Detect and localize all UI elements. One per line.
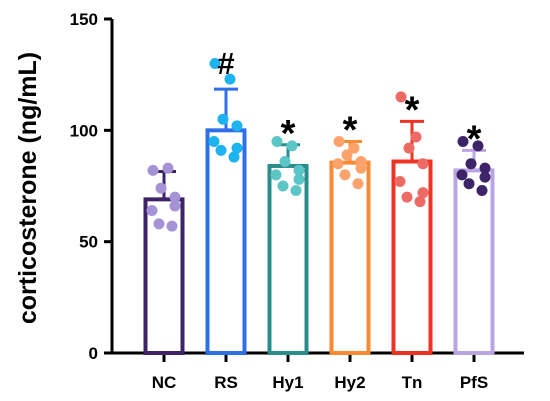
data-point-pfs xyxy=(472,140,484,152)
data-point-nc xyxy=(162,162,174,174)
data-point-hy2 xyxy=(352,178,364,190)
data-point-tn xyxy=(403,142,415,154)
data-point-hy2 xyxy=(333,135,345,147)
y-tick-label: 150 xyxy=(70,10,98,29)
data-point-tn xyxy=(401,191,413,203)
data-point-hy1 xyxy=(286,140,298,152)
data-point-nc xyxy=(169,200,181,212)
data-point-hy1 xyxy=(271,135,283,147)
y-tick-label: 50 xyxy=(79,233,98,252)
data-point-hy2 xyxy=(348,142,360,154)
x-tick-label-nc: NC xyxy=(152,373,177,392)
y-tick-label: 100 xyxy=(70,121,98,140)
data-point-tn xyxy=(414,196,426,208)
x-tick-label-hy2: Hy2 xyxy=(334,373,365,392)
data-point-hy1 xyxy=(277,180,289,192)
x-tick-label-hy1: Hy1 xyxy=(272,373,303,392)
data-point-hy1 xyxy=(290,184,302,196)
data-point-rs xyxy=(217,113,229,125)
y-tick-label: 0 xyxy=(89,344,98,363)
data-point-pfs xyxy=(479,162,491,174)
data-point-rs xyxy=(228,151,240,163)
x-tick-label-tn: Tn xyxy=(402,373,423,392)
bar-pfs xyxy=(453,168,495,355)
data-point-pfs xyxy=(479,171,491,183)
significance-marker-hy1: * xyxy=(281,113,296,155)
data-point-tn xyxy=(410,131,422,143)
data-point-nc xyxy=(155,182,167,194)
data-point-rs xyxy=(208,135,220,147)
significance-marker-rs: # xyxy=(217,46,234,81)
x-tick-label-rs: RS xyxy=(214,373,238,392)
data-point-pfs xyxy=(465,158,477,170)
data-point-rs xyxy=(209,58,221,70)
data-point-hy1 xyxy=(270,169,282,181)
data-point-pfs xyxy=(463,178,475,190)
data-point-tn xyxy=(417,158,429,170)
bar-hy1 xyxy=(267,163,309,355)
data-point-hy2 xyxy=(332,158,344,170)
data-point-rs xyxy=(224,73,236,85)
bar-hy2 xyxy=(329,160,371,355)
data-point-hy1 xyxy=(279,156,291,168)
data-point-nc xyxy=(166,220,178,232)
significance-marker-tn: * xyxy=(405,89,420,131)
data-point-hy2 xyxy=(355,162,367,174)
data-point-hy1 xyxy=(293,164,305,176)
significance-marker-hy2: * xyxy=(343,109,358,151)
data-point-tn xyxy=(395,91,407,103)
data-point-pfs xyxy=(476,184,488,196)
data-point-nc xyxy=(147,164,159,176)
significance-marker-pfs: * xyxy=(467,118,482,160)
data-point-nc xyxy=(153,218,165,230)
data-point-rs xyxy=(231,142,243,154)
data-point-rs xyxy=(215,144,227,156)
data-point-pfs xyxy=(457,135,469,147)
data-point-rs xyxy=(231,120,243,132)
y-axis-label: corticosterone (ng/mL) xyxy=(14,52,42,324)
bar-rs xyxy=(205,128,247,355)
data-point-pfs xyxy=(456,169,468,181)
data-point-tn xyxy=(394,176,406,188)
data-point-nc xyxy=(146,204,158,216)
data-point-nc xyxy=(169,191,181,203)
x-tick-label-pfs: PfS xyxy=(460,373,488,392)
data-point-hy1 xyxy=(293,173,305,185)
data-point-tn xyxy=(417,187,429,199)
data-point-hy2 xyxy=(339,169,351,181)
data-point-hy2 xyxy=(341,149,353,161)
